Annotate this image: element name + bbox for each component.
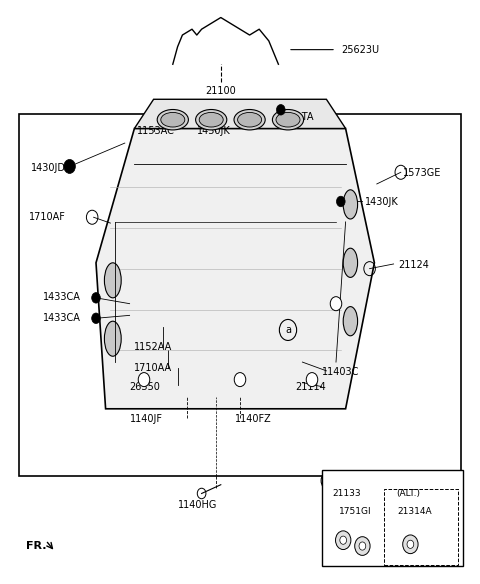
Ellipse shape — [276, 112, 300, 127]
Text: 1710AA: 1710AA — [134, 363, 172, 373]
Ellipse shape — [343, 248, 358, 277]
Ellipse shape — [161, 112, 185, 127]
Text: 1433CA: 1433CA — [43, 291, 81, 302]
Bar — [19, 114, 461, 476]
Circle shape — [336, 531, 351, 550]
Circle shape — [138, 373, 150, 387]
Circle shape — [355, 537, 370, 555]
Bar — [322, 470, 463, 566]
Circle shape — [407, 540, 414, 548]
Circle shape — [92, 313, 100, 324]
Ellipse shape — [104, 321, 121, 356]
Bar — [384, 489, 458, 565]
Text: 1751GI: 1751GI — [339, 506, 372, 516]
Text: 1140HG: 1140HG — [178, 500, 217, 510]
Circle shape — [92, 293, 100, 303]
Ellipse shape — [238, 112, 262, 127]
Circle shape — [234, 373, 246, 387]
Circle shape — [336, 196, 345, 207]
Text: 21114: 21114 — [295, 381, 326, 392]
Text: 1153AC: 1153AC — [137, 126, 175, 137]
Ellipse shape — [343, 190, 358, 219]
Text: a: a — [285, 325, 291, 335]
Text: 21100: 21100 — [205, 85, 236, 96]
Text: 1152AA: 1152AA — [134, 342, 173, 353]
Text: a: a — [326, 476, 332, 485]
Ellipse shape — [272, 110, 304, 130]
Text: 25623U: 25623U — [341, 44, 379, 55]
Polygon shape — [134, 99, 346, 128]
Text: 1571TA: 1571TA — [278, 112, 315, 122]
Text: (ALT.): (ALT.) — [396, 489, 420, 498]
Circle shape — [359, 542, 366, 550]
Circle shape — [403, 535, 418, 554]
Text: 21314A: 21314A — [397, 506, 432, 516]
Text: 1573GE: 1573GE — [403, 168, 442, 179]
Ellipse shape — [104, 263, 121, 298]
Text: 1710AF: 1710AF — [29, 212, 66, 223]
Circle shape — [276, 105, 285, 115]
Text: 21133: 21133 — [333, 489, 361, 498]
Text: 26350: 26350 — [130, 381, 160, 392]
Text: 1140JF: 1140JF — [130, 413, 163, 424]
Ellipse shape — [199, 112, 223, 127]
Text: 21124: 21124 — [398, 260, 429, 270]
Text: 11403C: 11403C — [322, 367, 359, 377]
Ellipse shape — [196, 110, 227, 130]
Text: 1430JD: 1430JD — [31, 163, 66, 173]
Text: 1430JK: 1430JK — [365, 197, 398, 207]
Ellipse shape — [234, 110, 265, 130]
Text: 1140FZ: 1140FZ — [235, 413, 272, 424]
Polygon shape — [96, 128, 374, 409]
Circle shape — [340, 536, 347, 544]
Ellipse shape — [157, 110, 188, 130]
Circle shape — [306, 373, 318, 387]
Text: 1433CA: 1433CA — [43, 313, 81, 324]
Circle shape — [64, 159, 75, 173]
Text: FR.: FR. — [26, 541, 47, 551]
Text: 1430JK: 1430JK — [197, 126, 230, 137]
Circle shape — [330, 297, 342, 311]
Ellipse shape — [343, 307, 358, 336]
